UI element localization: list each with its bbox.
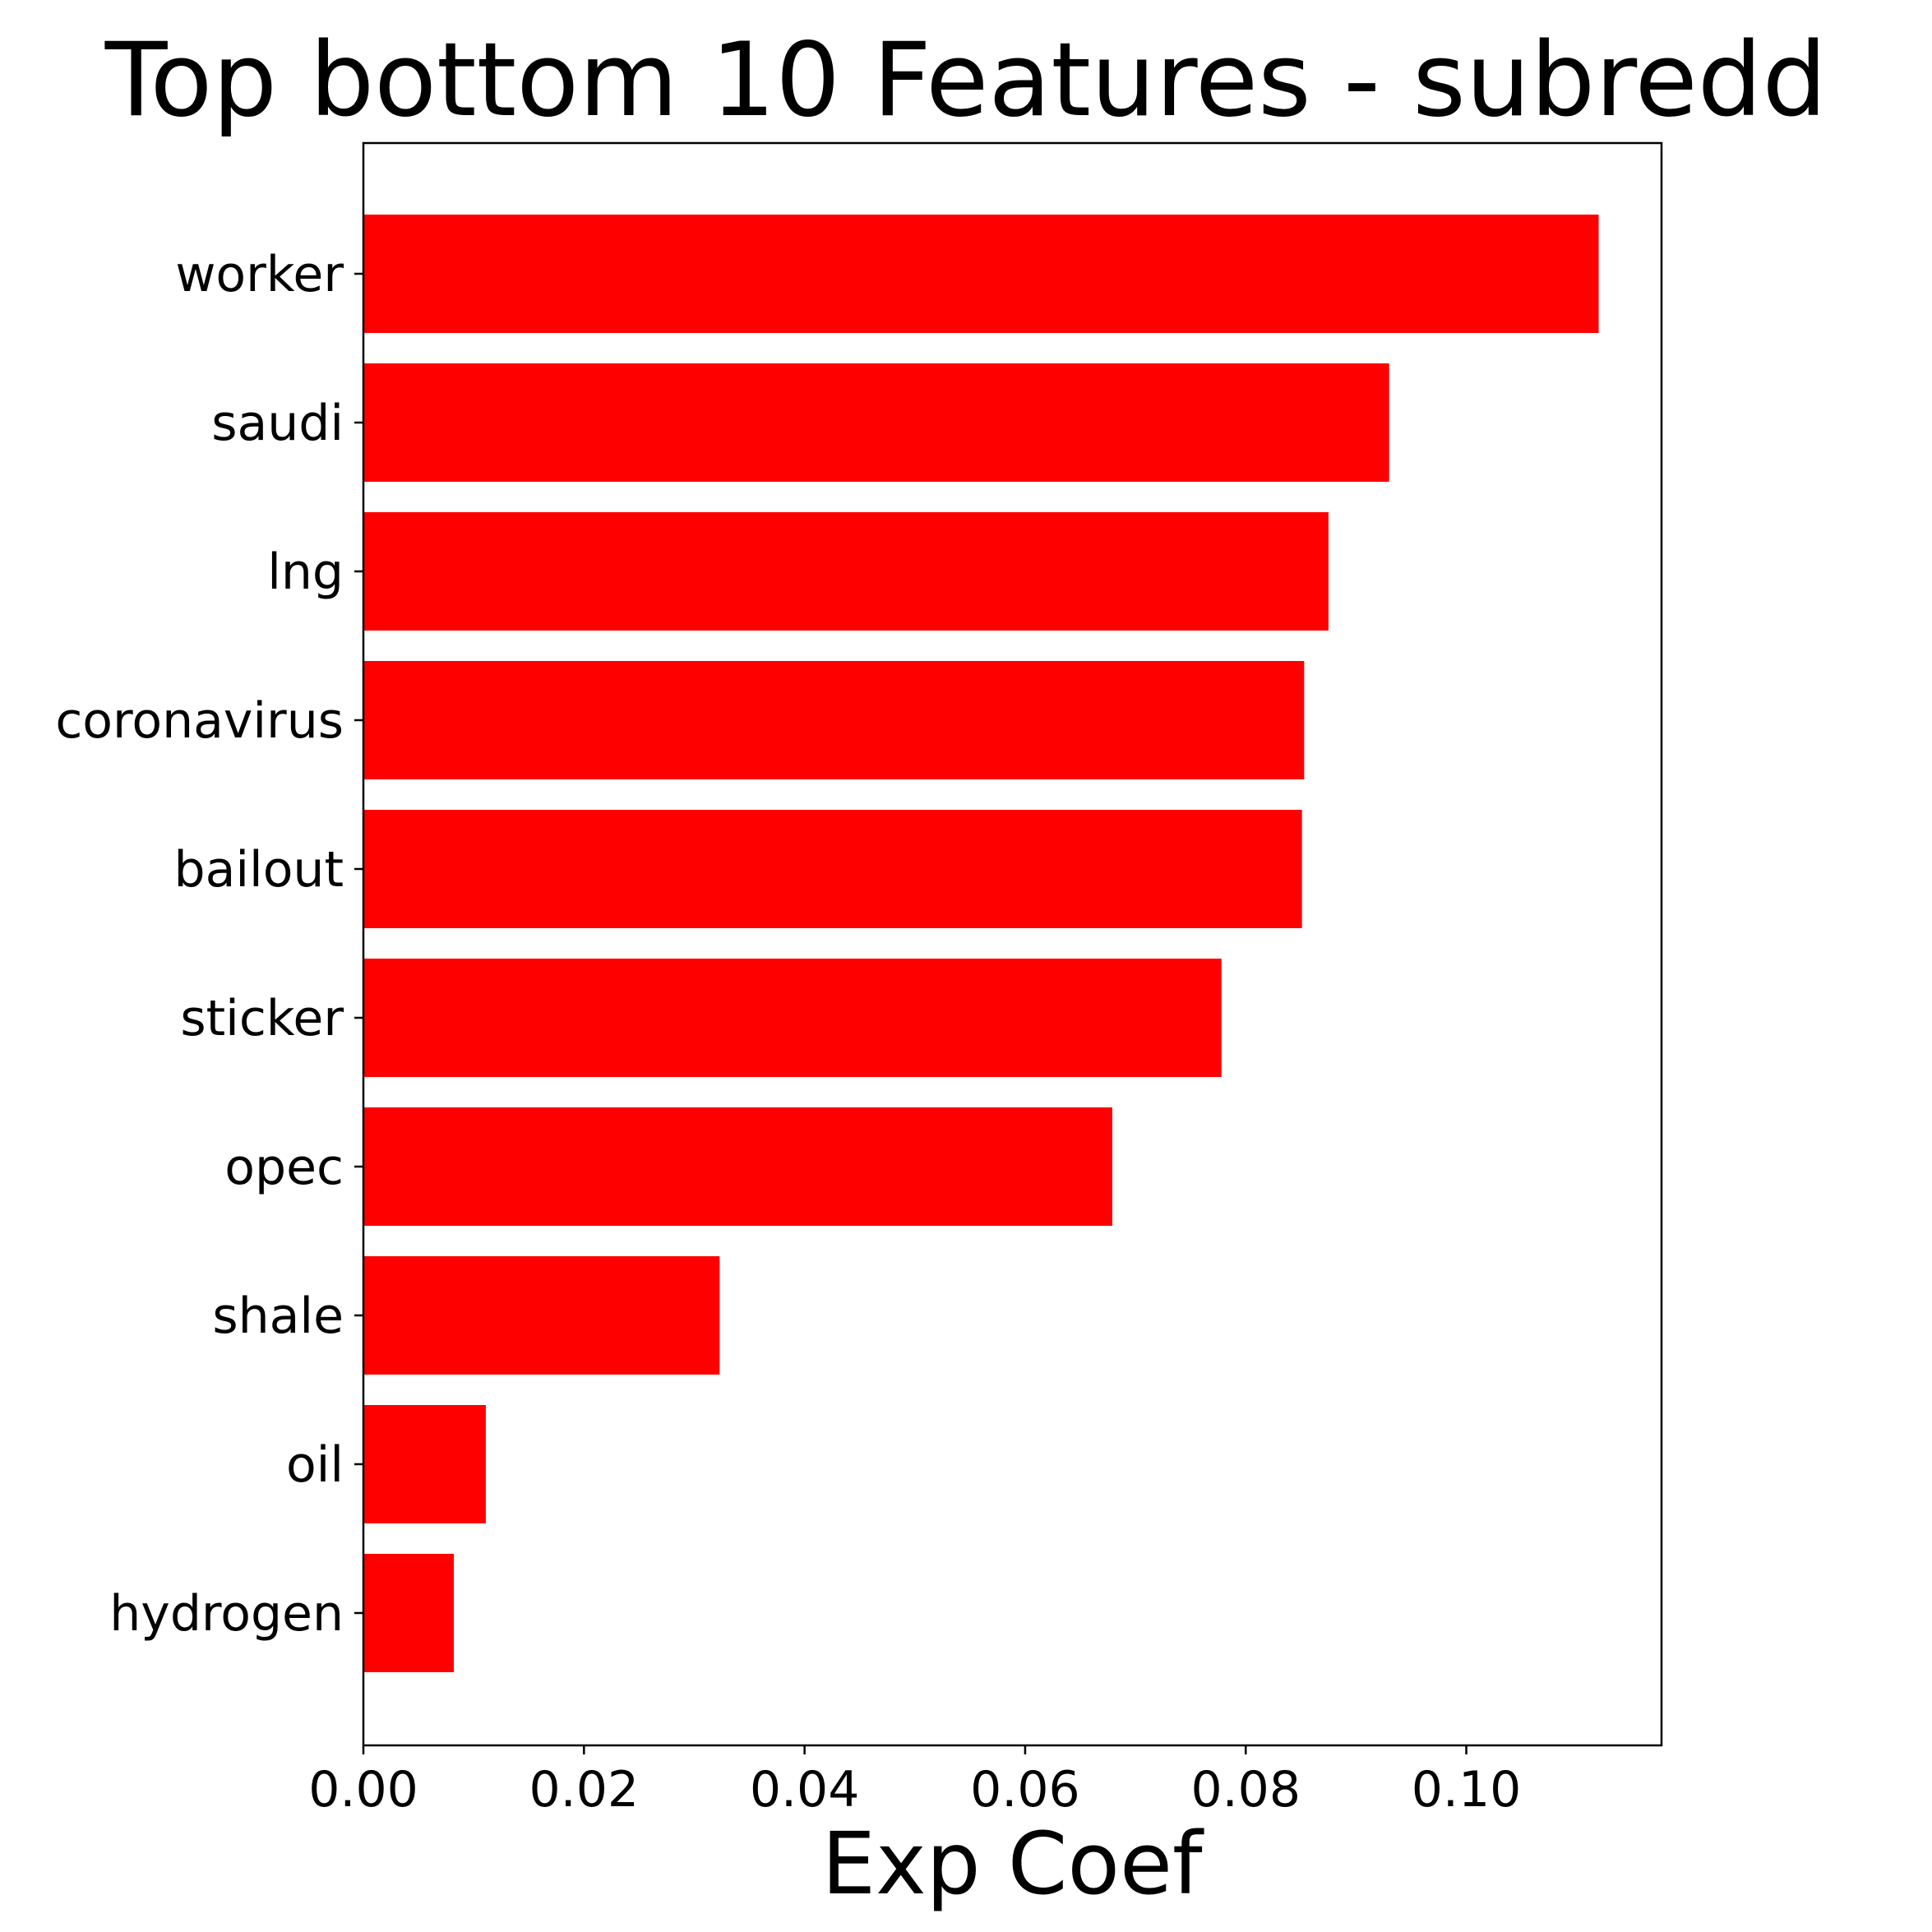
bar-oil — [363, 1405, 486, 1523]
y-tick-label: bailout — [174, 841, 344, 899]
bar-lng — [363, 512, 1329, 631]
bar-opec — [363, 1107, 1112, 1226]
y-tick-label: hydrogen — [109, 1585, 344, 1643]
x-axis-label: Exp Coef — [821, 1814, 1204, 1914]
y-tick-label: worker — [175, 246, 344, 303]
x-tick-label: 0.02 — [529, 1761, 640, 1819]
bar-coronavirus — [363, 661, 1305, 779]
bar-hydrogen — [363, 1554, 455, 1672]
x-tick-label: 0.06 — [970, 1761, 1080, 1819]
y-tick-label: lng — [267, 543, 344, 601]
y-tick-label: saudi — [211, 395, 344, 452]
bars-group — [363, 215, 1599, 1672]
y-tick-label: oil — [286, 1436, 344, 1494]
bar-worker — [363, 215, 1599, 333]
bar-shale — [363, 1256, 720, 1375]
y-tick-label: sticker — [180, 990, 344, 1047]
chart-title: Top bottom 10 Features - subredd — [104, 21, 1827, 140]
plot-area-frame — [362, 141, 1663, 1747]
y-tick-label: coronavirus — [55, 692, 344, 750]
y-tick-label: opec — [224, 1139, 344, 1196]
x-tick-label: 0.00 — [308, 1761, 418, 1819]
x-tick-label: 0.04 — [750, 1761, 860, 1819]
x-tick-label: 0.08 — [1190, 1761, 1301, 1819]
x-tick-label: 0.10 — [1412, 1761, 1522, 1819]
y-tick-label: shale — [212, 1287, 344, 1345]
bar-bailout — [363, 810, 1302, 928]
bar-sticker — [363, 959, 1222, 1077]
x-axis-ticks: 0.00 0.02 0.04 0.06 0.08 0.10 — [308, 1745, 1521, 1819]
bar-saudi — [363, 363, 1389, 482]
y-axis-ticks: worker saudi lng coronavirus bailout sticker o… — [55, 246, 363, 1643]
